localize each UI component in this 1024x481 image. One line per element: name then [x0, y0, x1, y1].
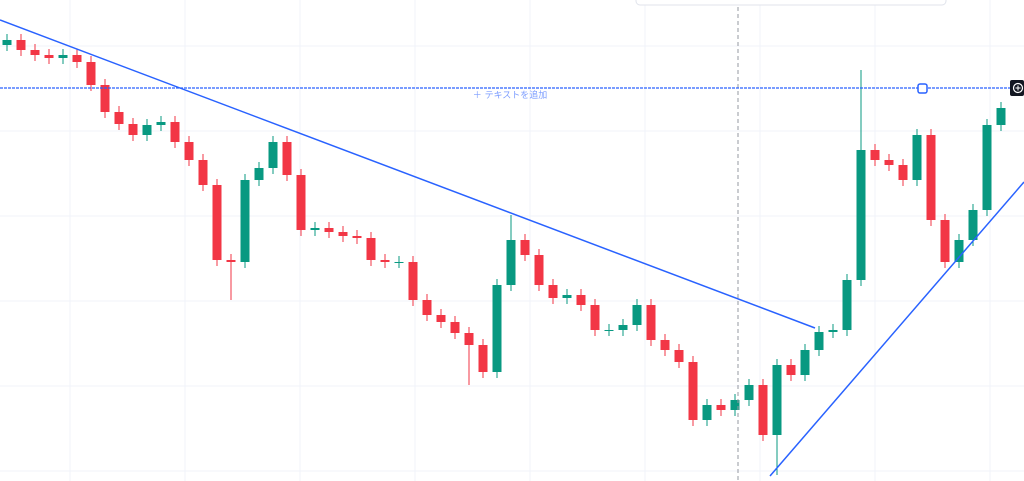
candle-body — [912, 135, 922, 180]
candle-body — [520, 240, 530, 255]
candle-body — [478, 345, 488, 372]
candle-body — [254, 168, 264, 180]
candle-body — [184, 142, 194, 160]
candle-body — [758, 385, 768, 435]
candle-body — [618, 325, 628, 330]
candle-body — [716, 405, 726, 410]
candle-body — [562, 295, 572, 298]
candle-body — [394, 262, 404, 263]
candle-body — [492, 285, 502, 372]
candle-body — [604, 330, 614, 331]
candle-body — [44, 55, 54, 58]
candle-body — [996, 108, 1006, 125]
candle-body — [408, 262, 418, 300]
candle-body — [324, 228, 334, 232]
candle-body — [422, 300, 432, 315]
candle-body — [338, 232, 348, 236]
candle-body — [954, 240, 964, 262]
candle-body — [772, 365, 782, 435]
candle-body — [842, 280, 852, 330]
candle-body — [86, 62, 96, 85]
candle-body — [380, 260, 390, 262]
candle-body — [968, 210, 978, 240]
candle-body — [688, 362, 698, 420]
candle-body — [366, 238, 376, 260]
add-icon — [1012, 82, 1024, 94]
candle-body — [170, 122, 180, 142]
candle-body — [940, 220, 950, 262]
candle-body — [296, 175, 306, 230]
candle-body — [198, 160, 208, 185]
candle-body — [898, 165, 908, 180]
candle-body — [268, 142, 278, 168]
candle-body — [702, 405, 712, 420]
candle-body — [310, 228, 320, 230]
candle-body — [128, 124, 138, 135]
popup[interactable] — [635, 0, 947, 6]
candle-body — [926, 135, 936, 220]
candle-body — [226, 260, 236, 262]
candle-body — [982, 125, 992, 210]
candle-body — [576, 295, 586, 305]
candle-body — [730, 400, 740, 410]
candle-body — [870, 150, 880, 160]
candle-body — [2, 40, 12, 45]
candle-body — [114, 112, 124, 124]
trend-line[interactable] — [0, 19, 816, 329]
candles — [2, 34, 1006, 475]
candle-body — [884, 160, 894, 165]
candle-body — [856, 150, 866, 280]
add-text-label[interactable]: ＋ テキストを追加 — [473, 89, 548, 101]
candle-body — [352, 236, 362, 238]
candle-body — [814, 332, 824, 350]
candle-body — [142, 125, 152, 135]
candle-body — [156, 122, 166, 125]
candle-body — [240, 180, 250, 262]
candle-body — [16, 40, 26, 50]
candle-body — [464, 333, 474, 345]
candle-body — [674, 350, 684, 362]
candle-body — [30, 50, 40, 55]
candle-body — [436, 315, 446, 322]
candle-body — [632, 305, 642, 325]
candle-body — [646, 305, 656, 340]
candle-body — [450, 322, 460, 333]
candle-body — [800, 350, 810, 375]
candle-body — [590, 305, 600, 330]
candle-body — [72, 55, 82, 62]
candle-body — [548, 285, 558, 298]
candle-body — [212, 185, 222, 260]
candle-body — [828, 330, 838, 332]
candle-body — [100, 85, 110, 112]
candle-body — [506, 240, 516, 285]
trend-line[interactable] — [769, 181, 1024, 477]
line-handle[interactable] — [917, 83, 928, 94]
candle-body — [660, 340, 670, 350]
candle-body — [786, 365, 796, 375]
candle-body — [534, 255, 544, 285]
candle-body — [744, 385, 754, 400]
candle-body — [58, 55, 68, 58]
candle-body — [282, 142, 292, 175]
